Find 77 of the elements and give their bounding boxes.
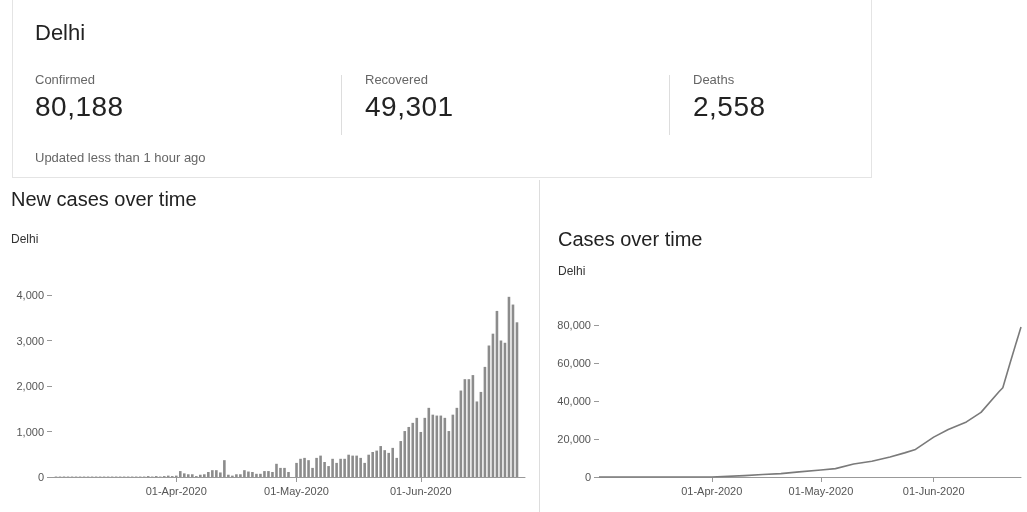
y-tick-label: 0: [37, 471, 44, 483]
text: 2,558: [693, 91, 766, 122]
bar: [407, 426, 411, 477]
x-tick-label: 01-May-2020: [264, 484, 329, 497]
y-tick-label: 40,000: [557, 395, 591, 407]
category-label: Confirmed: [35, 72, 96, 87]
bar: [211, 470, 214, 477]
bar: [235, 474, 238, 477]
bar: [279, 467, 282, 477]
bar: [191, 474, 194, 477]
bar: [203, 474, 206, 477]
bar: [186, 474, 190, 477]
bar: [207, 472, 210, 477]
x-tick-label: 01-Jun-2020: [389, 484, 452, 497]
category-label: Recovered: [365, 72, 429, 87]
bar: [371, 451, 374, 477]
bar: [391, 447, 395, 477]
bar: [331, 458, 334, 477]
bar: [415, 417, 419, 477]
y-tick-label: 0: [584, 471, 591, 483]
bar: [251, 472, 254, 477]
bar: [295, 462, 298, 477]
bar: [215, 470, 218, 477]
bar: [359, 457, 362, 477]
bar: [263, 471, 266, 477]
bar: [343, 458, 346, 477]
bar: [223, 460, 226, 477]
bar: [287, 472, 290, 477]
bar: [355, 455, 358, 477]
text: Delhi: [35, 20, 86, 46]
text: Updated less than 1 hour ago: [35, 150, 206, 165]
bar: [303, 457, 306, 477]
bar: [347, 454, 350, 477]
bar: [367, 454, 370, 477]
bar: [267, 471, 270, 477]
chart-title: Cases over time: [558, 228, 703, 250]
bar: [375, 450, 378, 477]
bar: [427, 407, 431, 477]
bar: [379, 446, 382, 477]
bar: [383, 450, 386, 477]
bar: [275, 463, 278, 477]
bar: [387, 452, 391, 477]
y-tick-label: 60,000: [557, 357, 591, 369]
bar: [182, 473, 186, 477]
chart-subtitle: Delhi: [11, 232, 39, 246]
bar: [243, 470, 246, 477]
bar: [247, 471, 250, 477]
bar: [411, 422, 415, 477]
bar: [315, 457, 318, 477]
x-tick-label: 01-May-2020: [788, 484, 854, 497]
x-tick-label: 01-Apr-2020: [681, 484, 743, 497]
chart-subtitle: Delhi: [558, 264, 586, 278]
bar: [239, 474, 242, 477]
bar: [259, 473, 262, 477]
bar: [307, 460, 310, 477]
bar: [178, 471, 182, 477]
y-tick-label: 4,000: [16, 289, 44, 301]
bar: [339, 458, 342, 477]
bar: [351, 455, 354, 477]
bar: [299, 458, 302, 477]
bar: [199, 474, 202, 477]
x-tick-label: 01-Apr-2020: [145, 484, 207, 497]
bar: [283, 467, 286, 477]
bar: [335, 462, 338, 477]
y-tick-label: 2,000: [16, 380, 44, 392]
x-tick-label: 01-Jun-2020: [902, 484, 965, 497]
text: 80,188: [35, 91, 124, 122]
y-tick-label: 80,000: [557, 319, 591, 331]
bar: [255, 473, 258, 477]
bar: [319, 455, 322, 477]
y-tick-label: 3,000: [16, 334, 44, 347]
category-label: Deaths: [693, 72, 736, 87]
y-tick-label: 20,000: [557, 433, 591, 445]
bar: [403, 431, 407, 477]
text: 49,301: [365, 91, 454, 122]
y-tick-label: 1,000: [16, 425, 44, 438]
chart-title: New cases over time: [11, 188, 197, 210]
